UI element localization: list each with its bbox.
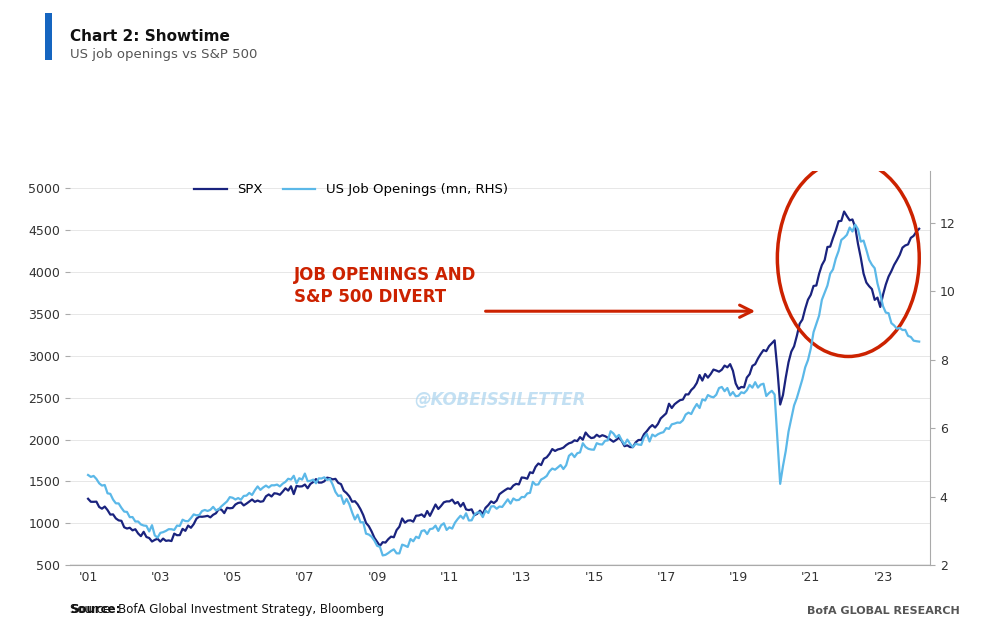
SPX (785, 348, 797, 356)
Line: SPX: SPX (88, 211, 919, 546)
US Job Openings (mn, RHS) (594, 441, 606, 448)
US Job Openings (mn, RHS) (577, 439, 589, 447)
Legend: SPX, US Job Openings (mn, RHS): SPX, US Job Openings (mn, RHS) (188, 178, 513, 201)
Text: @KOBEISSILETTER: @KOBEISSILETTER (414, 391, 586, 409)
Text: Source: BofA Global Investment Strategy, Bloomberg: Source: BofA Global Investment Strategy,… (70, 603, 384, 616)
SPX (594, 433, 606, 441)
SPX (374, 542, 386, 550)
Text: US job openings vs S&P 500: US job openings vs S&P 500 (70, 48, 257, 60)
Text: Chart 2: Showtime: Chart 2: Showtime (70, 29, 230, 44)
SPX (838, 208, 850, 215)
Line: US Job Openings (mn, RHS): US Job Openings (mn, RHS) (88, 225, 919, 556)
US Job Openings (mn, RHS) (838, 234, 850, 241)
SPX (577, 436, 589, 443)
SPX (85, 498, 97, 505)
US Job Openings (mn, RHS) (913, 338, 925, 345)
US Job Openings (mn, RHS) (377, 552, 389, 559)
Text: JOB OPENINGS AND
S&P 500 DIVERT: JOB OPENINGS AND S&P 500 DIVERT (294, 265, 476, 305)
SPX (913, 225, 925, 232)
US Job Openings (mn, RHS) (580, 443, 592, 451)
SPX (580, 429, 592, 436)
SPX (82, 495, 94, 502)
Text: Source:: Source: (70, 603, 120, 616)
US Job Openings (mn, RHS) (849, 221, 861, 229)
Text: BofA GLOBAL RESEARCH: BofA GLOBAL RESEARCH (807, 606, 960, 616)
US Job Openings (mn, RHS) (82, 471, 94, 479)
US Job Openings (mn, RHS) (85, 473, 97, 481)
US Job Openings (mn, RHS) (785, 415, 797, 422)
SPX (841, 212, 853, 220)
